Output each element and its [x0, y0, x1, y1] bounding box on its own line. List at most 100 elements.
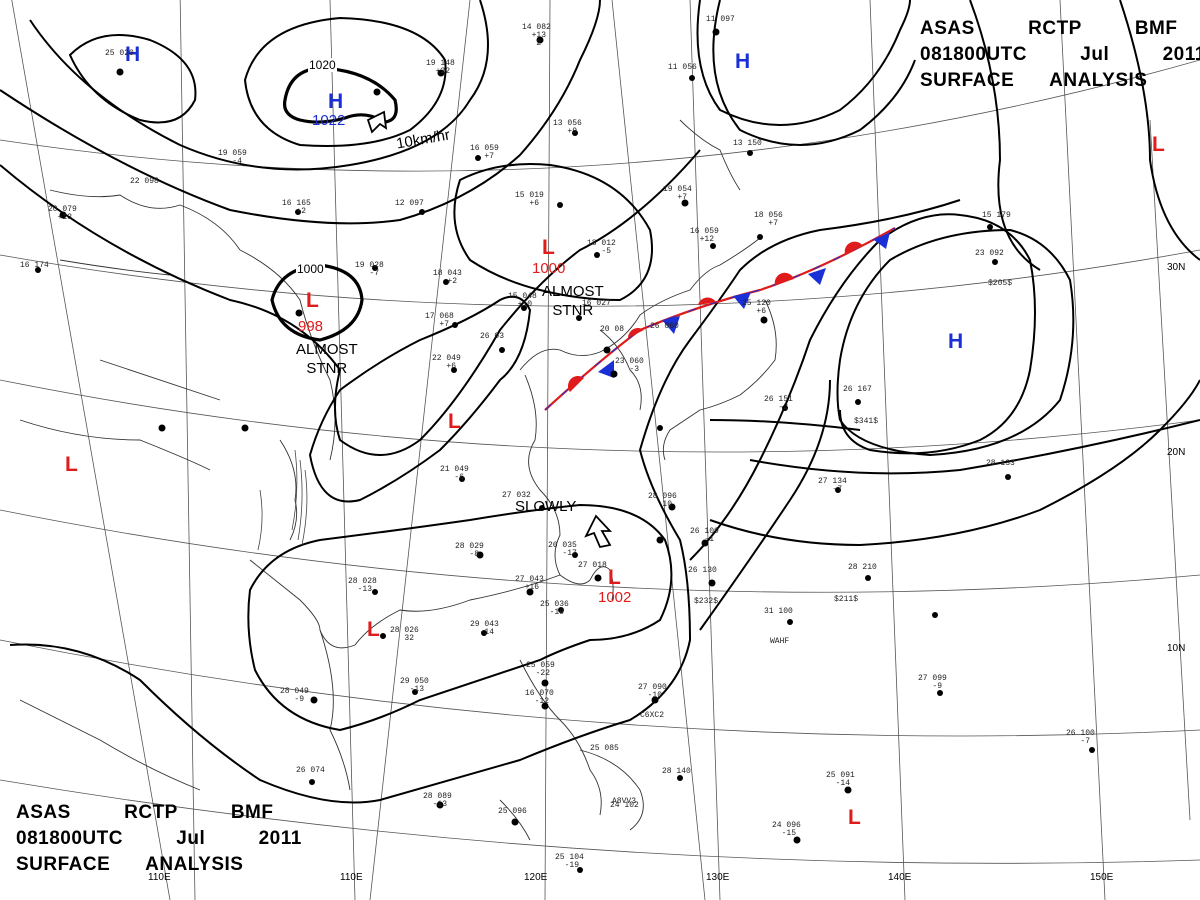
- high-center-ne: H: [735, 50, 751, 73]
- station-report: 25 059 -22: [526, 661, 555, 678]
- title-block-bottom: ASAS RCTP BMF 081800UTC Jul 2011 SURFACE…: [16, 800, 302, 878]
- station-report: 19 028 -7: [355, 261, 384, 278]
- low-center-yellow-sea: L: [542, 236, 555, 259]
- station-report: 14 082 +13 2: [522, 23, 551, 48]
- station-report: 25 096: [498, 807, 527, 816]
- station-report: 27 090 -10: [638, 683, 667, 700]
- station-code: $205$: [988, 279, 1013, 288]
- station-report: 21 049 -6: [440, 465, 469, 482]
- station-report: 27 032: [502, 491, 531, 500]
- title-line-2: 081800UTC Jul 2011: [16, 828, 302, 849]
- lon-label-140e: 140E: [888, 872, 912, 883]
- station-code: C6XC2: [640, 711, 665, 720]
- station-report: 27 099 -9: [918, 674, 947, 691]
- station-report: 16 174: [20, 261, 49, 270]
- station-report: 26 035 -17: [548, 541, 577, 558]
- station-report: 15 048 +10: [508, 292, 537, 309]
- station-report: 25 120 +6: [742, 299, 771, 316]
- misc-wavy-marks: [257, 449, 308, 551]
- station-report: 25 091 -14: [826, 771, 855, 788]
- station-report: 27 018: [578, 561, 607, 570]
- station-code: $232$: [694, 597, 719, 606]
- station-report: 24 096 -15: [772, 821, 801, 838]
- station-report: 25 020: [105, 49, 134, 58]
- slowly-annotation: SLOWLY: [515, 498, 577, 515]
- station-report: 13 056 +9: [553, 119, 582, 136]
- high-center-nw: H: [125, 43, 141, 66]
- motion-arrows: [366, 110, 613, 549]
- title-line-3: SURFACE ANALYSIS: [16, 854, 244, 875]
- low-center-indochina: L: [367, 618, 380, 641]
- station-report: 18 012 -5: [587, 239, 616, 256]
- station-report: 23 092: [975, 249, 1004, 258]
- low-center-ne-edge: L: [1152, 133, 1165, 156]
- high-center-main: H: [328, 90, 344, 113]
- station-code: $211$: [834, 595, 859, 604]
- station-report: 31 100: [764, 607, 793, 616]
- lon-label-120e: 120E: [524, 872, 548, 883]
- isobar-label-1020: 1020: [308, 58, 337, 72]
- lat-label-20n: 20N: [1167, 447, 1186, 458]
- title-line-2: 081800UTC Jul 2011: [920, 44, 1200, 65]
- station-report: 25 036 -19: [540, 600, 569, 617]
- station-report: 23 060 -3: [615, 357, 644, 374]
- lon-label-150e: 150E: [1090, 872, 1114, 883]
- station-report: 28 089 -13: [423, 792, 452, 809]
- isobars: [0, 0, 1200, 804]
- station-report: 16 059 +12: [690, 227, 719, 244]
- station-report: 19 054 +7: [663, 185, 692, 202]
- station-report: 16 027: [582, 299, 611, 308]
- station-report: 18 056 +7: [754, 211, 783, 228]
- station-report: 19 148 +22: [426, 59, 455, 76]
- station-report: 19 059 -4: [218, 149, 247, 166]
- title-line-1: ASAS RCTP BMF: [16, 802, 274, 823]
- coastlines: [19, 119, 777, 841]
- station-report: 18 043 +2: [433, 269, 462, 286]
- title-line-3: SURFACE ANALYSIS: [920, 70, 1148, 91]
- lon-label-130e: 130E: [706, 872, 730, 883]
- front-warm-symbols: [567, 241, 863, 392]
- station-report: 28 049 -9: [280, 687, 309, 704]
- lon-label-110e: 110E: [340, 872, 363, 883]
- station-report: 28 096 -10: [648, 492, 677, 509]
- station-report: 15 179: [982, 211, 1011, 220]
- stationary-front: [544, 227, 896, 411]
- station-report: 17 068 +7: [425, 312, 454, 329]
- station-report: 28 140: [662, 767, 691, 776]
- station-report: 20 08: [600, 325, 625, 334]
- lat-label-10n: 10N: [1167, 643, 1186, 654]
- low-center-west-pressure: 998: [298, 318, 324, 335]
- station-report: 29 043 -14: [470, 620, 499, 637]
- station-report: 27 134 -7: [818, 477, 847, 494]
- station-code: WAHF: [770, 637, 790, 646]
- station-report: 26 130: [688, 566, 717, 575]
- station-report: 12 097: [395, 199, 424, 208]
- almost-stationary-label-center: ALMOST STNR: [542, 283, 604, 319]
- station-report: 24 102: [610, 801, 639, 810]
- station-report: 26 100 -7: [1066, 729, 1095, 746]
- station-report: 11 097: [706, 15, 735, 24]
- station-report: 29 050 -13: [400, 677, 429, 694]
- station-report: 28 210: [848, 563, 877, 572]
- station-report: 22 098: [130, 177, 159, 186]
- station-report: 26 060: [650, 322, 679, 331]
- front-cold-symbols: [598, 232, 890, 378]
- station-report: 26 167: [843, 385, 872, 394]
- station-report: 26 03: [480, 332, 505, 341]
- almost-stationary-label-west: ALMOST STNR: [296, 341, 358, 377]
- station-report: 26 109 -1: [690, 527, 719, 544]
- title-block-top: ASAS RCTP BMF 081800UTC Jul 2011 SURFACE…: [920, 16, 1200, 94]
- station-code: $341$: [854, 417, 879, 426]
- station-code: A8VV3: [612, 797, 637, 806]
- motion-arrow-high: [366, 110, 388, 134]
- low-center-taiwan-pressure: 1002: [598, 589, 632, 606]
- station-report: 28 029 -8: [455, 542, 484, 559]
- lon-label-110e-left: 110E: [148, 872, 171, 883]
- station-report: 11 056: [668, 63, 697, 72]
- low-center-west: L: [306, 289, 319, 312]
- motion-arrow-slowly: [584, 514, 613, 549]
- station-report: 16 059 +7: [470, 144, 499, 161]
- station-markers: [35, 28, 1095, 873]
- low-center-china: L: [448, 410, 461, 433]
